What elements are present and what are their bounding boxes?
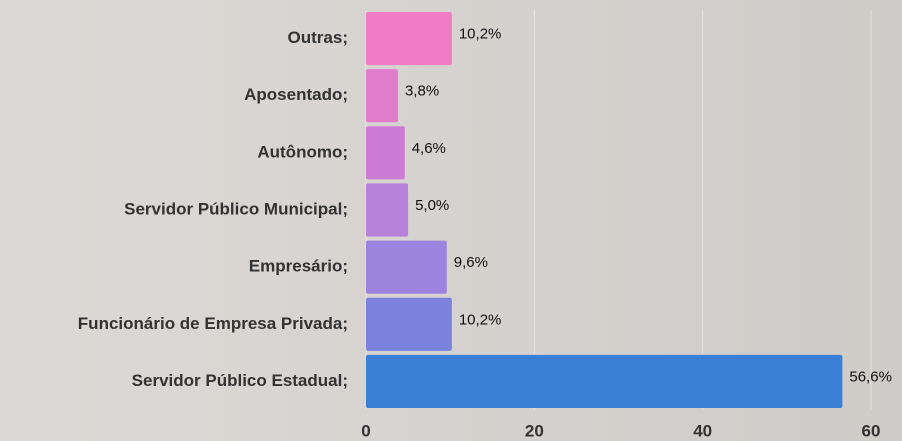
y-tick-label: Autônomo; <box>257 142 348 161</box>
value-label: 10,2% <box>459 26 502 43</box>
value-label: 10,2% <box>459 311 502 328</box>
y-tick-label: Funcionário de Empresa Privada; <box>78 314 348 333</box>
value-label: 9,6% <box>454 254 488 271</box>
y-tick-label: Servidor Público Municipal; <box>124 199 348 218</box>
bar <box>366 12 452 66</box>
y-tick-label: Empresário; <box>249 257 348 276</box>
value-label: 56,6% <box>849 368 892 385</box>
value-label: 3,8% <box>405 83 439 100</box>
x-tick-label: 60 <box>862 421 881 440</box>
y-tick-label: Outras; <box>288 28 348 47</box>
x-tick-label: 0 <box>361 421 370 440</box>
bar <box>366 69 398 123</box>
value-label: 4,6% <box>412 140 446 157</box>
y-tick-label: Aposentado; <box>244 85 348 104</box>
y-tick-label: Servidor Público Estadual; <box>132 371 348 390</box>
bar <box>366 240 447 294</box>
bar <box>366 183 409 237</box>
x-tick-label: 20 <box>525 421 544 440</box>
value-label: 5,0% <box>415 197 449 214</box>
x-tick-label: 40 <box>693 421 712 440</box>
bar <box>366 297 452 351</box>
bar <box>366 126 405 180</box>
bar <box>366 354 843 408</box>
